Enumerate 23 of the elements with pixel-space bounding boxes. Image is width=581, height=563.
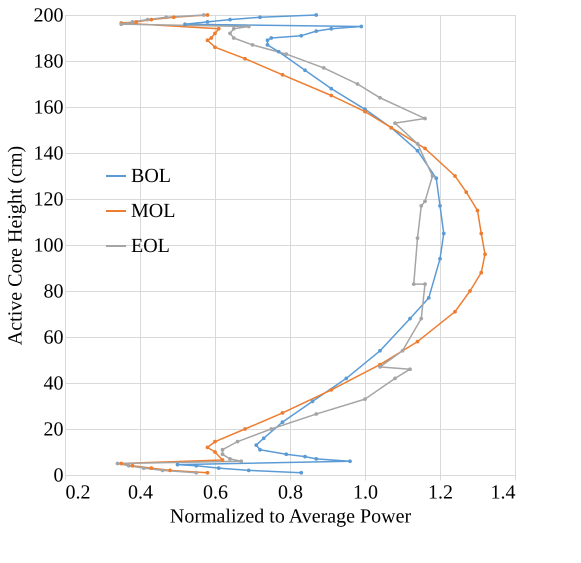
x-axis-title: Normalized to Average Power [170, 506, 412, 528]
x-tick-label: 1.2 [428, 482, 453, 504]
x-tick-label: 0.4 [128, 482, 153, 504]
y-tick-label: 180 [34, 50, 64, 72]
y-tick-label: 140 [34, 142, 64, 164]
y-tick-label: 0 [54, 464, 64, 486]
y-tick-label: 100 [34, 234, 64, 256]
legend-label: MOL [131, 200, 176, 222]
x-tick-label: 1.4 [490, 482, 516, 504]
legend-label: EOL [131, 235, 170, 257]
y-tick-label: 200 [34, 4, 64, 26]
y-tick-label: 160 [34, 96, 64, 118]
legend-label: BOL [131, 165, 171, 187]
x-tick-label: 0.6 [203, 482, 228, 504]
y-tick-label: 60 [44, 326, 64, 348]
y-tick-label: 40 [44, 372, 64, 394]
y-tick-label: 80 [44, 280, 64, 302]
x-tick-label: 0.2 [66, 482, 90, 504]
x-tick-label: 0.8 [278, 482, 303, 504]
y-tick-label: 120 [34, 188, 64, 210]
y-axis-title: Active Core Height (cm) [4, 146, 26, 346]
x-tick-label: 1.0 [353, 482, 378, 504]
y-tick-label: 20 [44, 418, 64, 440]
